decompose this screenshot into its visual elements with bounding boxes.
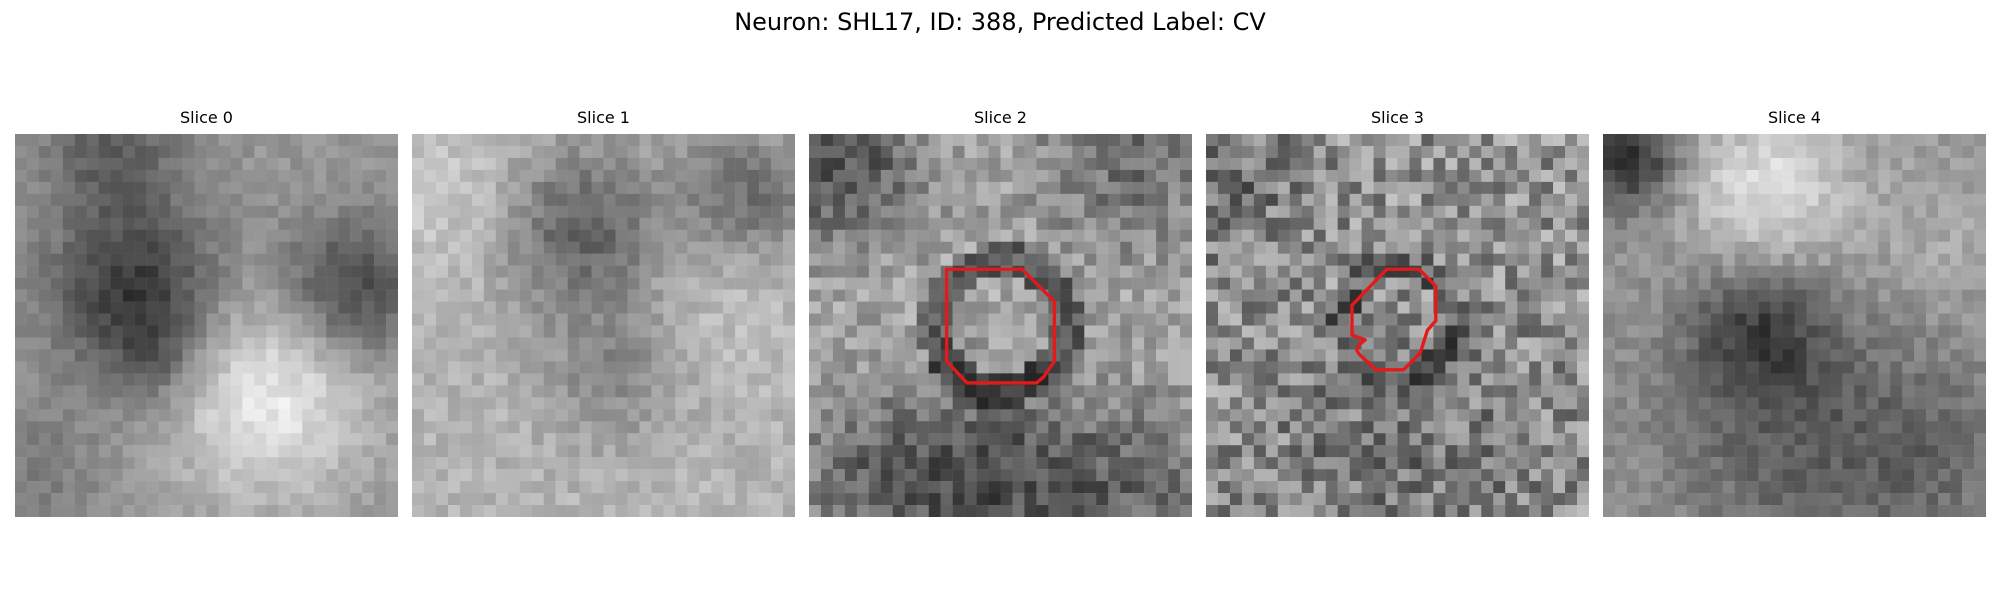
pixel-grid: [1206, 134, 1589, 517]
slice-panel-2: Slice 2: [809, 108, 1192, 517]
slice-panel-3: Slice 3: [1206, 108, 1589, 517]
slice-image-3: [1206, 134, 1589, 517]
slice-title-2: Slice 2: [974, 108, 1027, 127]
slice-image-1: [412, 134, 795, 517]
figure-title: Neuron: SHL17, ID: 388, Predicted Label:…: [734, 8, 1266, 36]
cell-contour: [1350, 267, 1438, 372]
slice-title-0: Slice 0: [180, 108, 233, 127]
slice-title-4: Slice 4: [1768, 108, 1821, 127]
slice-panel-4: Slice 4: [1603, 108, 1986, 517]
slice-panel-0: Slice 0: [15, 108, 398, 517]
pixel-grid: [1603, 134, 1986, 517]
slice-image-4: [1603, 134, 1986, 517]
pixel-grid: [412, 134, 795, 517]
pixel-grid: [15, 134, 398, 517]
slice-panel-1: Slice 1: [412, 108, 795, 517]
slice-title-3: Slice 3: [1371, 108, 1424, 127]
slice-image-0: [15, 134, 398, 517]
slice-title-1: Slice 1: [577, 108, 630, 127]
cell-contour: [944, 267, 1057, 385]
pixel-grid: [809, 134, 1192, 517]
slice-image-2: [809, 134, 1192, 517]
